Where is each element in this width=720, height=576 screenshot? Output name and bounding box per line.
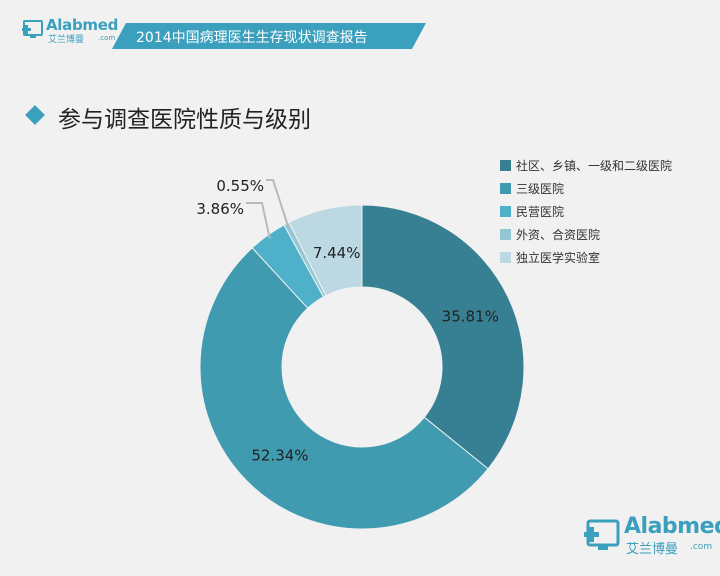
footer-logo[interactable]: Alabmed 艾兰博曼 .com <box>584 514 720 562</box>
slice-5 <box>288 204 363 297</box>
legend-item-3: 民营医院 <box>500 200 715 223</box>
legend-label: 民营医院 <box>516 205 565 219</box>
chart-legend: 社区、乡镇、一级和二级医院 三级医院民营医院外资、合资医院 独立医学实验室 <box>500 154 715 269</box>
legend-swatch <box>500 160 511 171</box>
data-label-1: 35.81% <box>442 307 499 325</box>
legend-label: 三级医院 <box>516 182 565 196</box>
alabmed-logo-icon <box>584 519 620 550</box>
legend-label: 外资、合资医院 <box>516 228 601 242</box>
report-title: 2014中国病理医生生存现状调查报告 <box>136 30 368 46</box>
data-label-3: 3.86% <box>196 200 244 218</box>
alabmed-logo-icon <box>22 20 43 38</box>
legend-swatch <box>500 183 511 194</box>
chart-slices <box>199 204 525 530</box>
legend-item-4: 外资、合资医院 <box>500 223 715 246</box>
legend-label: 社区、乡镇、一级和二级医院 <box>516 159 673 173</box>
brand-logo[interactable]: Alabmed 艾兰博曼 .com <box>22 16 122 46</box>
slice-2 <box>199 247 489 530</box>
leader-line-3 <box>246 202 271 239</box>
report-banner: 2014中国病理医生生存现状调查报告 <box>112 23 426 49</box>
leader-line-4 <box>266 179 290 228</box>
legend-swatch <box>500 206 511 217</box>
data-label-2: 52.34% <box>251 447 308 465</box>
footer-brand-name-cn: 艾兰博曼 <box>626 542 679 557</box>
header: Alabmed 艾兰博曼 .com 2014中国病理医生生存现状调查报告 <box>0 0 720 52</box>
footer-brand-name: Alabmed <box>624 514 720 539</box>
legend-swatch <box>500 229 511 240</box>
legend-swatch <box>500 252 511 263</box>
legend-label: 独立医学实验室 <box>516 251 601 265</box>
legend-item-1: 社区、乡镇、一级和二级医院 <box>500 154 715 177</box>
slice-1 <box>361 204 525 470</box>
legend-item-5: 独立医学实验室 <box>500 246 715 269</box>
chart-leader-lines <box>246 179 290 239</box>
data-label-5: 7.44% <box>313 244 361 262</box>
data-label-4: 0.55% <box>216 177 264 195</box>
chart-data-labels: 35.81% 52.34% 3.86% 0.55% 7.44% <box>196 177 499 465</box>
brand-name: Alabmed <box>46 16 119 34</box>
legend-item-2: 三级医院 <box>500 177 715 200</box>
brand-name-cn: 艾兰博曼 <box>48 35 85 45</box>
banner-background <box>112 23 426 49</box>
brand-domain: .com <box>98 34 116 42</box>
footer-brand-domain: .com <box>690 542 713 552</box>
section-title: 参与调查医院性质与级别 <box>58 107 311 133</box>
